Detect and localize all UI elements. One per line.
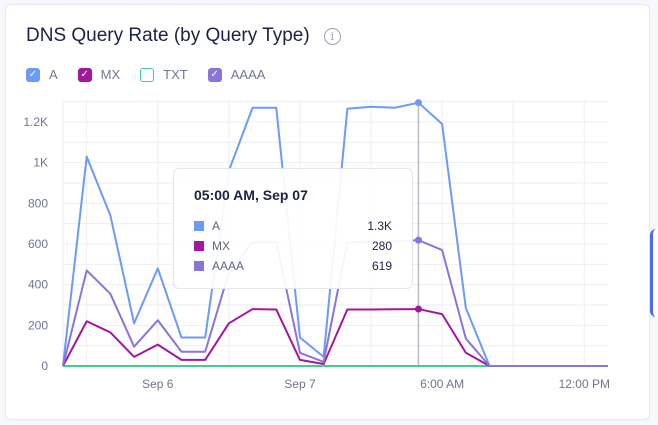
series-swatch — [194, 221, 204, 231]
y-tick-label: 1.2K — [23, 115, 48, 129]
checkbox[interactable]: ✓ — [207, 67, 222, 82]
info-icon[interactable]: i — [323, 27, 341, 45]
tooltip-row: A 1.3K — [194, 216, 392, 236]
tooltip-label: AAAA — [212, 259, 245, 273]
series-swatch — [194, 241, 204, 251]
checkbox[interactable] — [140, 67, 155, 82]
series-line-aaaa — [62, 239, 608, 367]
chart-title: DNS Query Rate (by Query Type) i — [26, 25, 341, 47]
title-text: DNS Query Rate (by Query Type) — [26, 25, 310, 46]
y-tick-label: 200 — [28, 318, 48, 332]
series-swatch — [194, 261, 204, 271]
x-tick-label: 12:00 PM — [559, 377, 610, 391]
legend-label: TXT — [163, 67, 188, 82]
x-tick-label: Sep 6 — [142, 377, 174, 391]
legend-label: MX — [100, 67, 121, 82]
tooltip-label: MX — [212, 239, 230, 253]
tooltip: 05:00 AM, Sep 07 A 1.3K MX 280 AAAA 619 — [173, 168, 413, 289]
tooltip-value: 280 — [371, 239, 392, 253]
checkbox[interactable]: ✓ — [77, 67, 92, 82]
y-tick-label: 1K — [33, 156, 48, 170]
x-tick-label: Sep 7 — [284, 377, 316, 391]
tooltip-label: A — [212, 219, 221, 233]
tooltip-value: 619 — [371, 259, 392, 273]
chart-card: DNS Query Rate (by Query Type) i ✓ A ✓ MX TX… — [5, 4, 650, 420]
checkbox[interactable]: ✓ — [26, 67, 40, 82]
y-tick-label: 0 — [41, 359, 48, 373]
legend-label: A — [49, 67, 58, 82]
side-tab-handle[interactable] — [650, 229, 658, 317]
y-tick-label: 400 — [28, 278, 48, 292]
y-tick-label: 600 — [28, 237, 48, 251]
legend-item-a[interactable]: ✓ A — [26, 67, 58, 82]
hover-point-mx — [414, 305, 422, 313]
legend-item-aaaa[interactable]: ✓ AAAA — [207, 67, 266, 82]
tooltip-title: 05:00 AM, Sep 07 — [194, 187, 308, 203]
y-tick-label: 800 — [28, 196, 48, 210]
hover-point-a — [414, 99, 422, 107]
legend-item-txt[interactable]: TXT — [140, 67, 188, 82]
hover-point-aaaa — [414, 236, 422, 244]
legend: ✓ A ✓ MX TXT ✓ AAAA — [26, 67, 265, 82]
legend-label: AAAA — [230, 67, 266, 82]
series-line-mx — [62, 308, 608, 367]
tooltip-row: MX 280 — [194, 236, 392, 256]
legend-item-mx[interactable]: ✓ MX — [77, 67, 121, 82]
x-tick-label: 6:00 AM — [420, 377, 464, 391]
tooltip-value: 1.3K — [367, 219, 392, 233]
tooltip-row: AAAA 619 — [194, 256, 392, 276]
